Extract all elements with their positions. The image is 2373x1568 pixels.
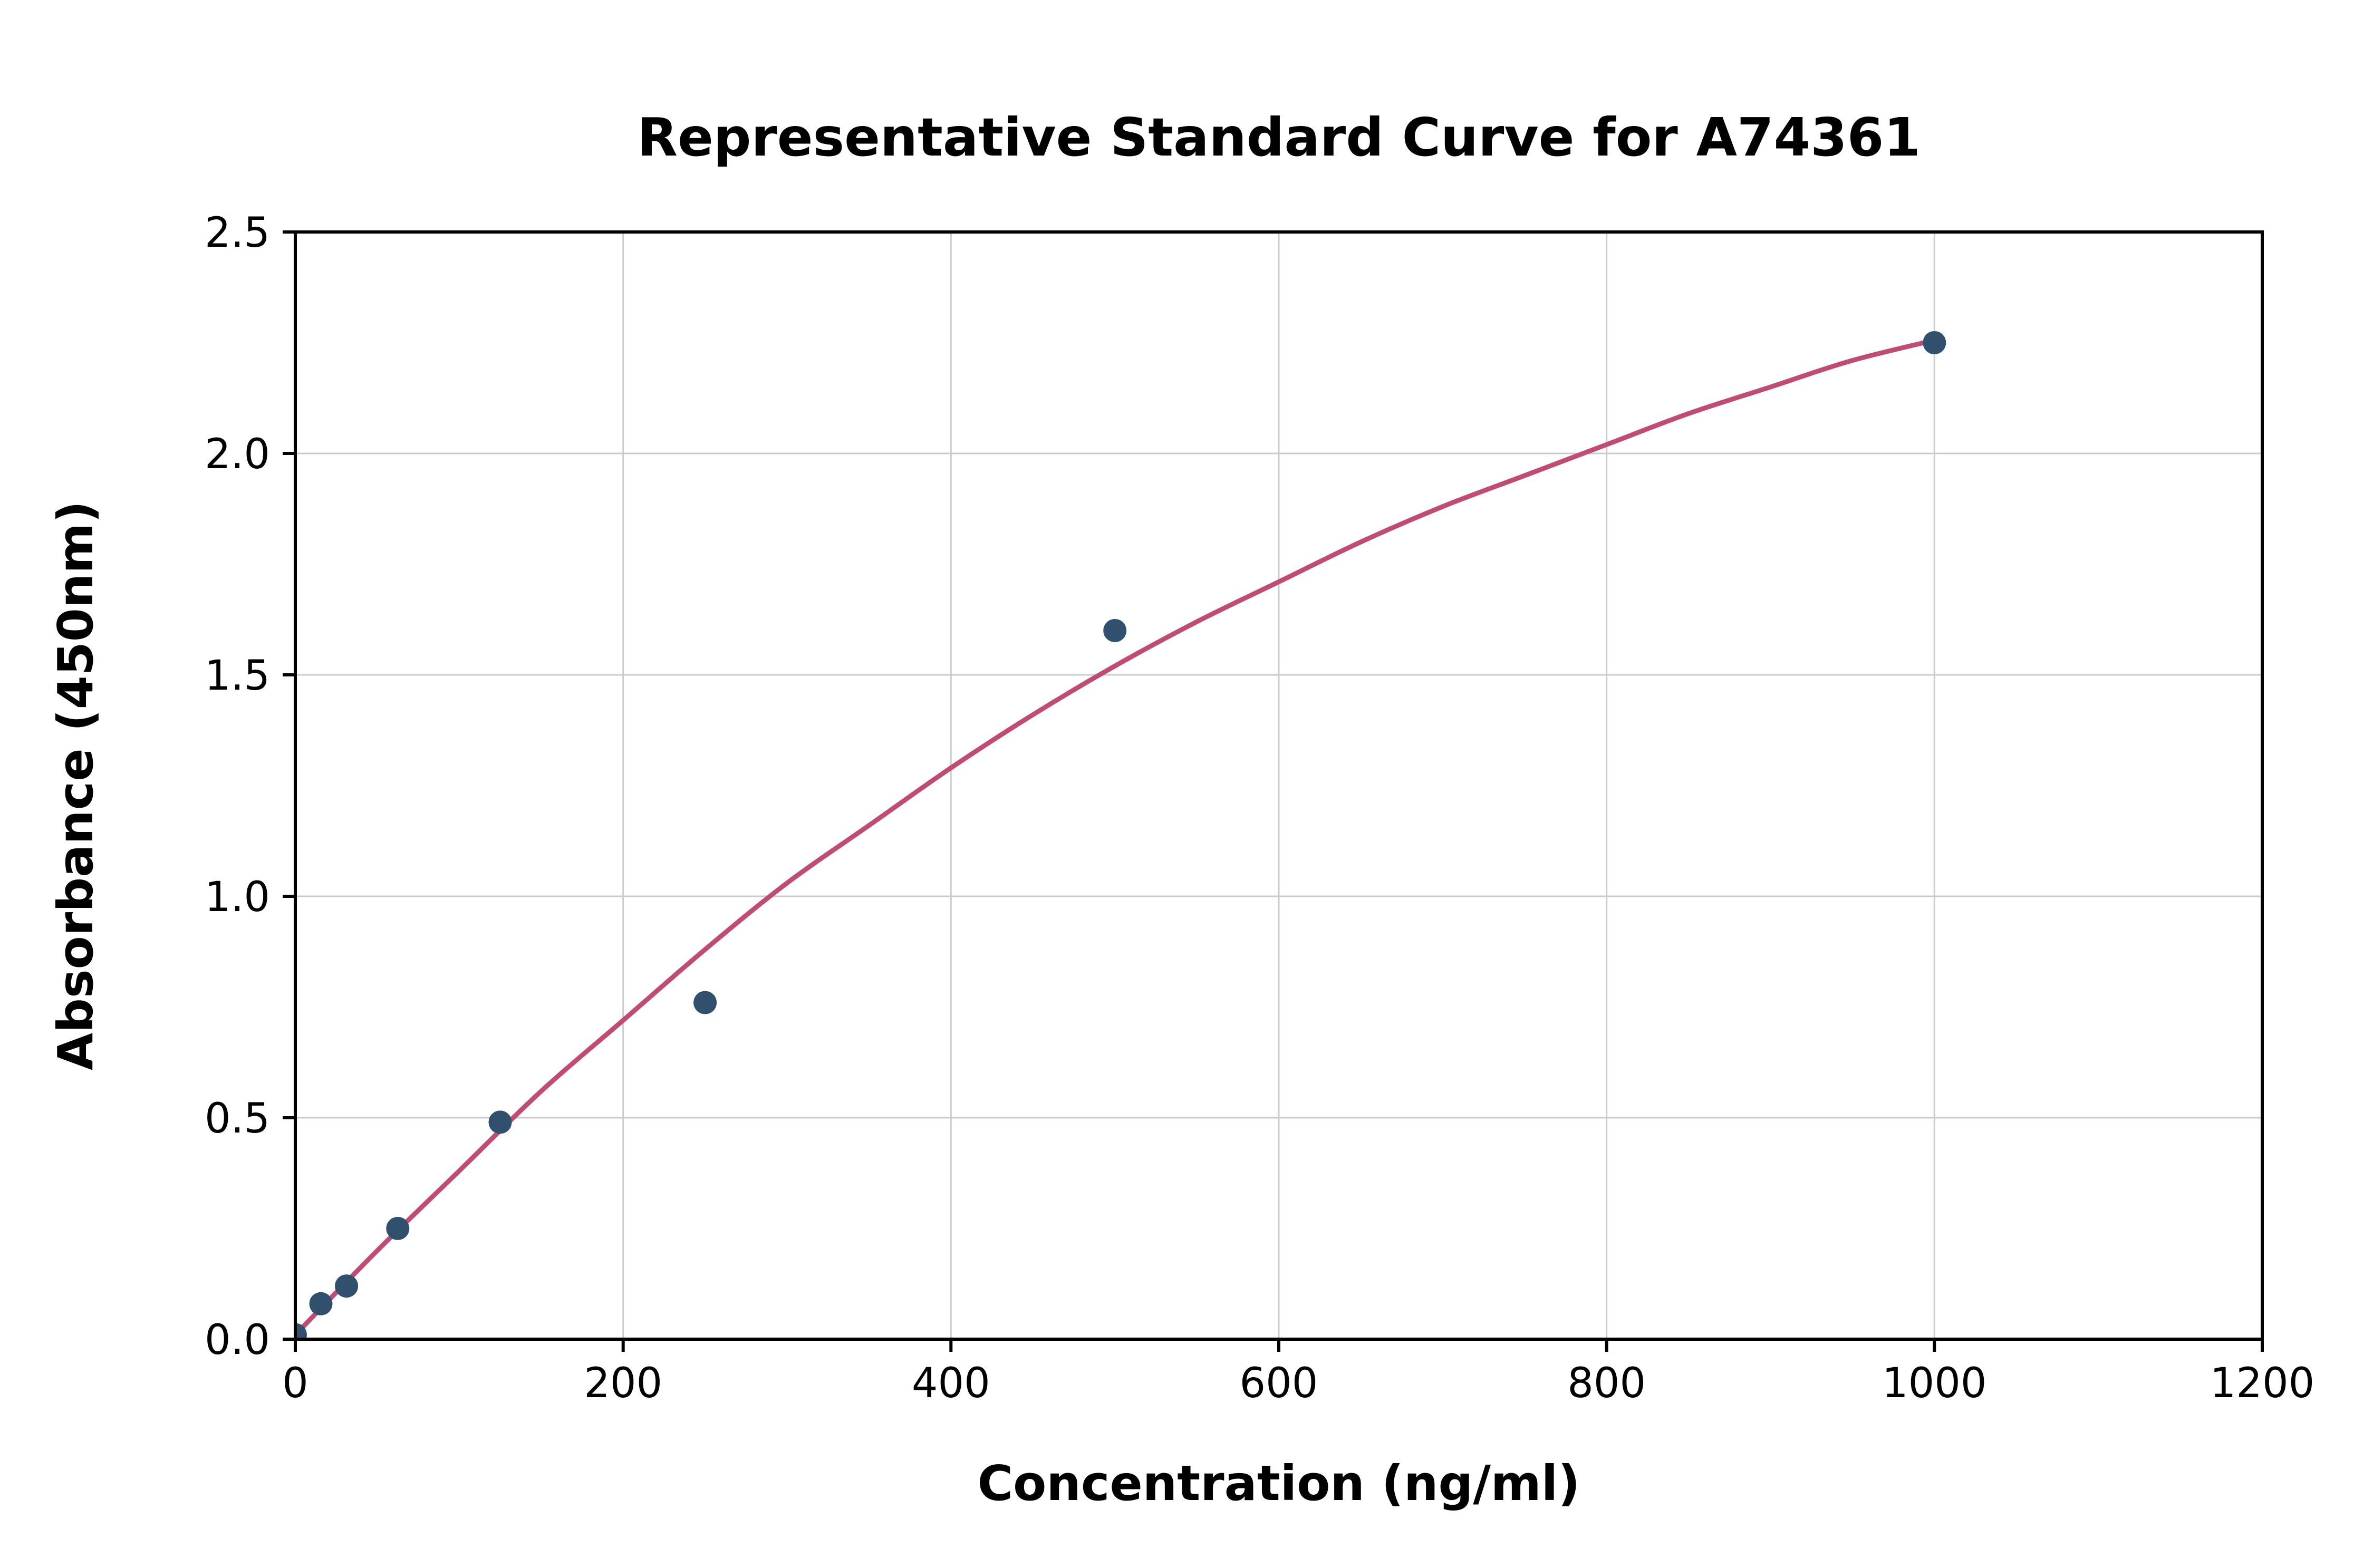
- grid-lines: [294, 231, 2263, 1340]
- data-point: [693, 991, 717, 1014]
- x-tick-label: 1200: [2210, 1360, 2315, 1407]
- data-point: [1923, 331, 1946, 354]
- y-tick-label: 0.5: [205, 1095, 270, 1143]
- axes-layer: 0 200 400 600 800 1000 1200 0.0 0.5 1.0 1.5 2.0 2.5: [205, 209, 2314, 1407]
- x-tick-label: 400: [912, 1360, 990, 1407]
- data-point: [309, 1292, 333, 1315]
- x-tick-label: 200: [584, 1360, 662, 1407]
- data-point: [1103, 619, 1127, 642]
- data-point: [488, 1110, 512, 1134]
- x-tick-label: 800: [1567, 1360, 1646, 1407]
- data-point: [386, 1217, 410, 1240]
- data-point: [335, 1274, 359, 1298]
- fit-curve: [295, 336, 1945, 1338]
- y-tick-label: 0.0: [205, 1317, 270, 1364]
- y-tick-label: 1.0: [205, 874, 270, 921]
- x-axis-label: Concentration (ng/ml): [978, 1455, 1580, 1512]
- plot-border: [294, 230, 2264, 1341]
- data-point: [295, 1323, 307, 1339]
- chart-title: Representative Standard Curve for A74361: [637, 107, 1921, 168]
- data-layer: [295, 331, 1946, 1339]
- y-tick-label: 2.0: [205, 431, 270, 478]
- x-tick-label: 600: [1240, 1360, 1318, 1407]
- y-tick-label: 2.5: [205, 209, 270, 257]
- x-tick-label: 1000: [1882, 1360, 1987, 1407]
- y-axis-label: Absorbance (450nm): [47, 501, 104, 1070]
- x-tick-label: 0: [282, 1360, 308, 1407]
- y-tick-label: 1.5: [205, 652, 270, 700]
